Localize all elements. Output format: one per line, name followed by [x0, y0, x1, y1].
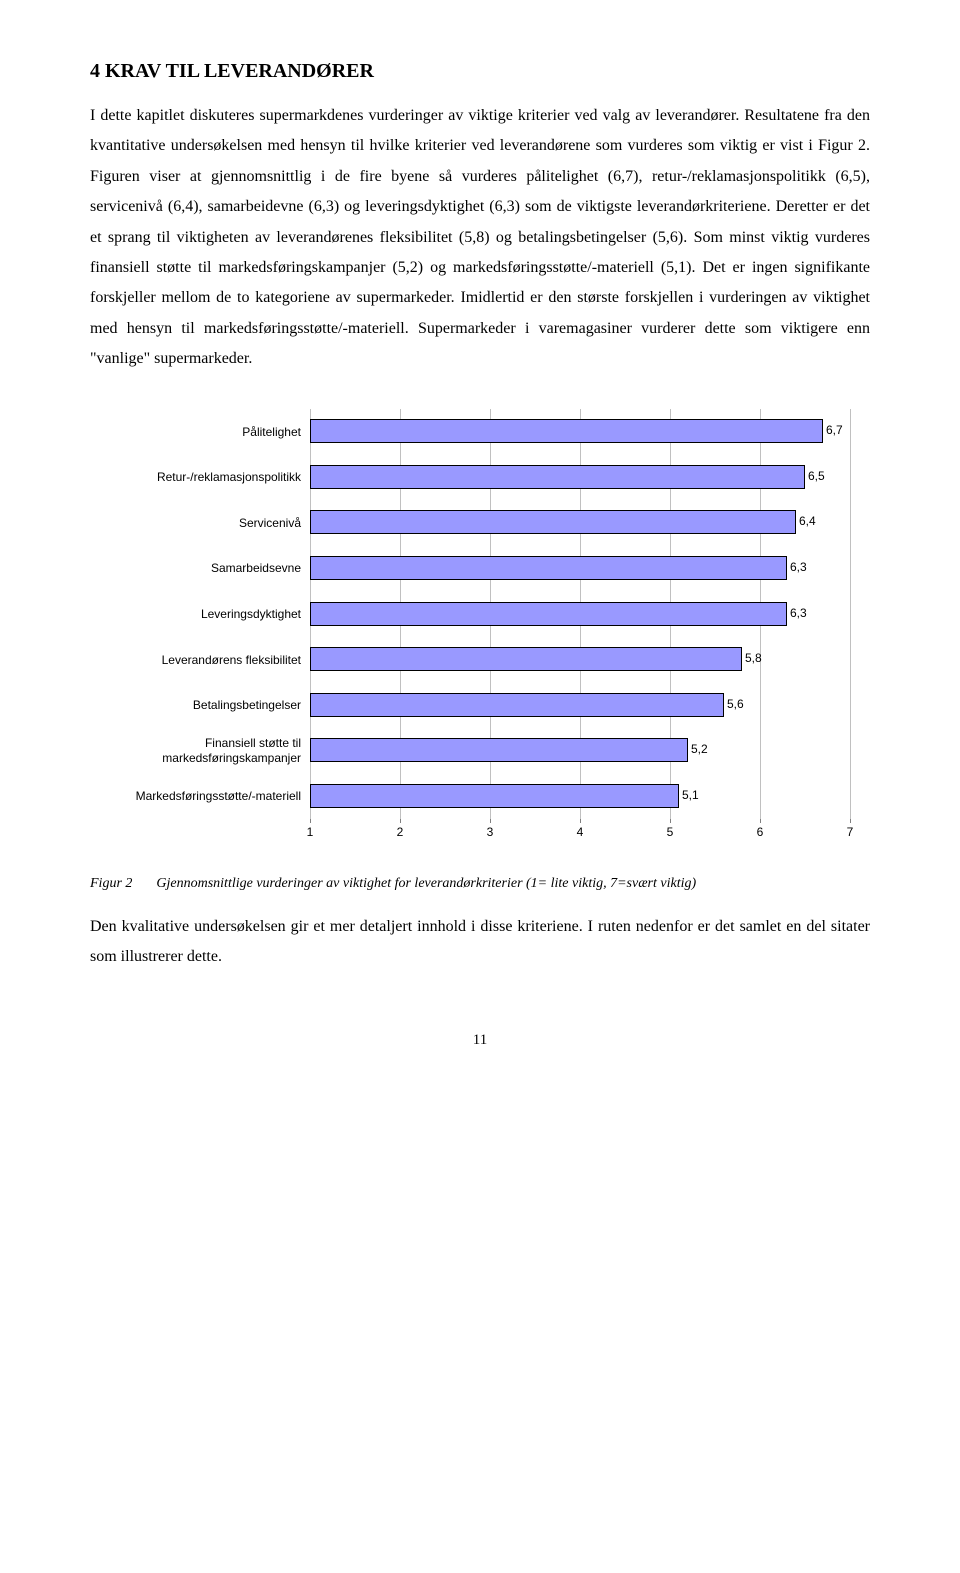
- x-tick-label: 2: [397, 825, 404, 839]
- bar: 5,1Markedsføringsstøtte/-materiell: [310, 784, 679, 808]
- category-label: Markedsføringsstøtte/-materiell: [101, 789, 301, 804]
- bar: 6,3Samarbeidsevne: [310, 556, 787, 580]
- bar-value-label: 5,2: [691, 742, 708, 756]
- bar-value-label: 6,5: [808, 469, 825, 483]
- category-label: Leveringsdyktighet: [101, 607, 301, 622]
- body-paragraph: I dette kapitlet diskuteres supermarkden…: [90, 101, 870, 375]
- category-label: Betalingsbetingelser: [101, 698, 301, 713]
- x-axis: 1234567: [310, 819, 850, 849]
- chart-plot: 6,7Pålitelighet 6,5Retur-/reklamasjonspol…: [310, 409, 850, 819]
- gridline: [850, 409, 851, 819]
- category-label: Pålitelighet: [101, 425, 301, 440]
- figure-label: Figur 2: [90, 873, 132, 894]
- tick-mark: [850, 819, 851, 823]
- category-label: Servicenivå: [101, 516, 301, 531]
- x-tick-label: 5: [667, 825, 674, 839]
- section-heading: 4 KRAV TIL LEVERANDØRER: [90, 60, 870, 83]
- bar-value-label: 6,4: [799, 514, 816, 528]
- x-tick-label: 7: [847, 825, 854, 839]
- figure-caption-text: Gjennomsnittlige vurderinger av viktighe…: [156, 873, 870, 894]
- category-label: Retur-/reklamasjonspolitikk: [101, 470, 301, 485]
- chart-area: 6,7Pålitelighet6,5Retur-/reklamasjonspol…: [100, 409, 860, 849]
- bar-value-label: 5,1: [682, 788, 699, 802]
- bar-value-label: 6,3: [790, 606, 807, 620]
- bar-value-label: 5,8: [745, 651, 762, 665]
- bar-value-label: 6,7: [826, 423, 843, 437]
- bar: 6,7Pålitelighet: [310, 419, 823, 443]
- x-tick-label: 3: [487, 825, 494, 839]
- bar-value-label: 5,6: [727, 697, 744, 711]
- x-tick-label: 1: [307, 825, 314, 839]
- figure-caption: Figur 2 Gjennomsnittlige vurderinger av …: [90, 873, 870, 894]
- category-label: Samarbeidsevne: [101, 561, 301, 576]
- closing-paragraph: Den kvalitative undersøkelsen gir et mer…: [90, 912, 870, 973]
- bar: 6,3Leveringsdyktighet: [310, 602, 787, 626]
- chart-container: 6,7Pålitelighet6,5Retur-/reklamasjonspol…: [90, 403, 870, 859]
- bar: 6,5Retur-/reklamasjonspolitikk: [310, 465, 805, 489]
- bar: 5,6Betalingsbetingelser: [310, 693, 724, 717]
- x-tick-label: 6: [757, 825, 764, 839]
- category-label: Finansiell støtte tilmarkedsføringskampa…: [101, 736, 301, 766]
- category-label: Leverandørens fleksibilitet: [101, 653, 301, 668]
- bar-value-label: 6,3: [790, 560, 807, 574]
- bar: 6,4Servicenivå: [310, 510, 796, 534]
- x-tick-label: 4: [577, 825, 584, 839]
- bar: 5,2Finansiell støtte tilmarkedsføringska…: [310, 738, 688, 762]
- page-number: 11: [90, 1032, 870, 1049]
- bar: 5,8Leverandørens fleksibilitet: [310, 647, 742, 671]
